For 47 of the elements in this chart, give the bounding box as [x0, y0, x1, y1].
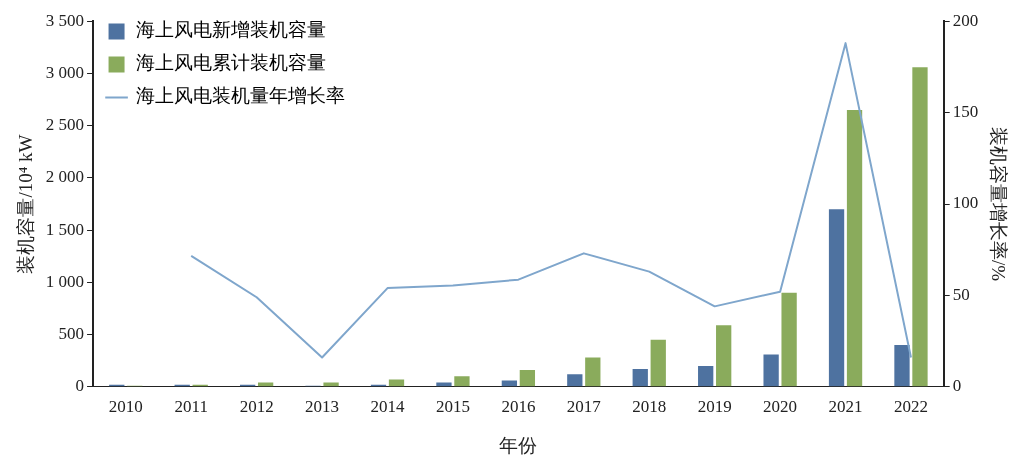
x-tick-label: 2013: [305, 397, 340, 417]
y-tick-label: 2 500: [45, 115, 85, 135]
bar: [519, 370, 536, 387]
x-tick-label: 2010: [108, 397, 143, 417]
x-tick-label: 2011: [174, 397, 208, 417]
bar: [912, 67, 928, 387]
bar: [763, 354, 779, 387]
bar: [585, 357, 601, 387]
x-tick-label: 2022: [893, 397, 928, 417]
x-tick-label: 2012: [239, 397, 274, 417]
x-tick-label: 2015: [435, 397, 470, 417]
y2-tick-label: 100: [952, 193, 979, 213]
y-axis-title: 装机容量/10⁴ kW: [15, 134, 37, 274]
bar: [650, 339, 666, 387]
x-tick-label: 2020: [763, 397, 798, 417]
x-tick-label: 2018: [632, 397, 667, 417]
legend-label: 海上风电装机量年增长率: [135, 85, 345, 107]
y2-tick-label: 200: [952, 10, 979, 30]
y2-tick-label: 0: [952, 376, 962, 396]
legend-label: 海上风电新增装机容量: [135, 19, 326, 41]
x-tick-label: 2016: [501, 397, 536, 417]
y-tick-label: 1 500: [45, 219, 85, 239]
y-tick-label: 1 000: [45, 271, 85, 291]
y-tick-label: 500: [58, 324, 85, 344]
bar: [454, 376, 470, 387]
x-axis-title: 年份: [499, 434, 538, 456]
bar: [388, 379, 405, 387]
bar: [716, 325, 732, 387]
bar: [781, 292, 797, 387]
y-tick-label: 3 500: [45, 10, 85, 30]
bar: [698, 365, 714, 387]
x-tick-label: 2014: [370, 397, 406, 417]
bar: [567, 374, 583, 387]
y2-axis-title: 装机容量增长率/%: [987, 126, 1009, 282]
y-tick-label: 0: [75, 376, 85, 396]
bar: [632, 369, 648, 387]
x-tick-label: 2019: [697, 397, 732, 417]
x-tick-label: 2017: [566, 397, 602, 417]
y2-tick-label: 150: [952, 102, 979, 122]
bar: [894, 345, 910, 387]
x-tick-label: 2021: [828, 397, 863, 417]
bar: [846, 109, 863, 387]
y2-tick-label: 50: [952, 284, 970, 304]
bar: [828, 209, 845, 387]
y-tick-label: 2 000: [45, 167, 85, 187]
y-tick-label: 3 000: [45, 62, 85, 82]
legend-label: 海上风电累计装机容量: [135, 52, 326, 74]
